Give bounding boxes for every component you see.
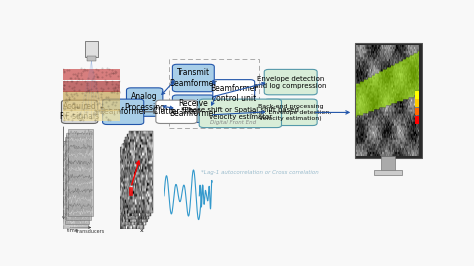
Text: Digital Front End: Digital Front End bbox=[210, 120, 256, 125]
Text: Back-end processing
(e.g.: Envelope detection,
Velocity estimation): Back-end processing (e.g.: Envelope dete… bbox=[250, 104, 331, 120]
Text: *Phase shift or Spatial shift based
velocity estimator: *Phase shift or Spatial shift based velo… bbox=[182, 107, 299, 120]
Text: x: x bbox=[140, 228, 144, 233]
FancyBboxPatch shape bbox=[213, 80, 255, 107]
Text: time: time bbox=[67, 227, 80, 232]
FancyBboxPatch shape bbox=[156, 100, 197, 123]
FancyBboxPatch shape bbox=[127, 88, 163, 116]
FancyBboxPatch shape bbox=[173, 95, 214, 122]
Text: z: z bbox=[119, 210, 123, 215]
Text: transducers: transducers bbox=[76, 228, 105, 234]
FancyBboxPatch shape bbox=[199, 99, 282, 128]
Text: Envelope detection
and log compression: Envelope detection and log compression bbox=[255, 76, 327, 89]
Text: Receive
Beamformer: Receive Beamformer bbox=[170, 99, 217, 118]
Text: Analog
Processing: Analog Processing bbox=[124, 92, 165, 112]
Text: *Lag-1 autocorrelation or Cross correlation: *Lag-1 autocorrelation or Cross correlat… bbox=[201, 170, 319, 175]
Text: Transmit
Beamformer: Transmit Beamformer bbox=[170, 68, 217, 88]
Text: Acquired
RF signals: Acquired RF signals bbox=[60, 102, 99, 122]
FancyBboxPatch shape bbox=[169, 59, 259, 128]
FancyBboxPatch shape bbox=[102, 99, 144, 124]
Text: Beamformer: Beamformer bbox=[100, 107, 147, 116]
Text: Clutter filter: Clutter filter bbox=[153, 107, 200, 116]
FancyBboxPatch shape bbox=[264, 99, 317, 126]
FancyBboxPatch shape bbox=[62, 100, 98, 123]
FancyBboxPatch shape bbox=[173, 64, 214, 92]
FancyBboxPatch shape bbox=[264, 69, 317, 95]
Text: Beamformer
control unit: Beamformer control unit bbox=[210, 84, 257, 103]
